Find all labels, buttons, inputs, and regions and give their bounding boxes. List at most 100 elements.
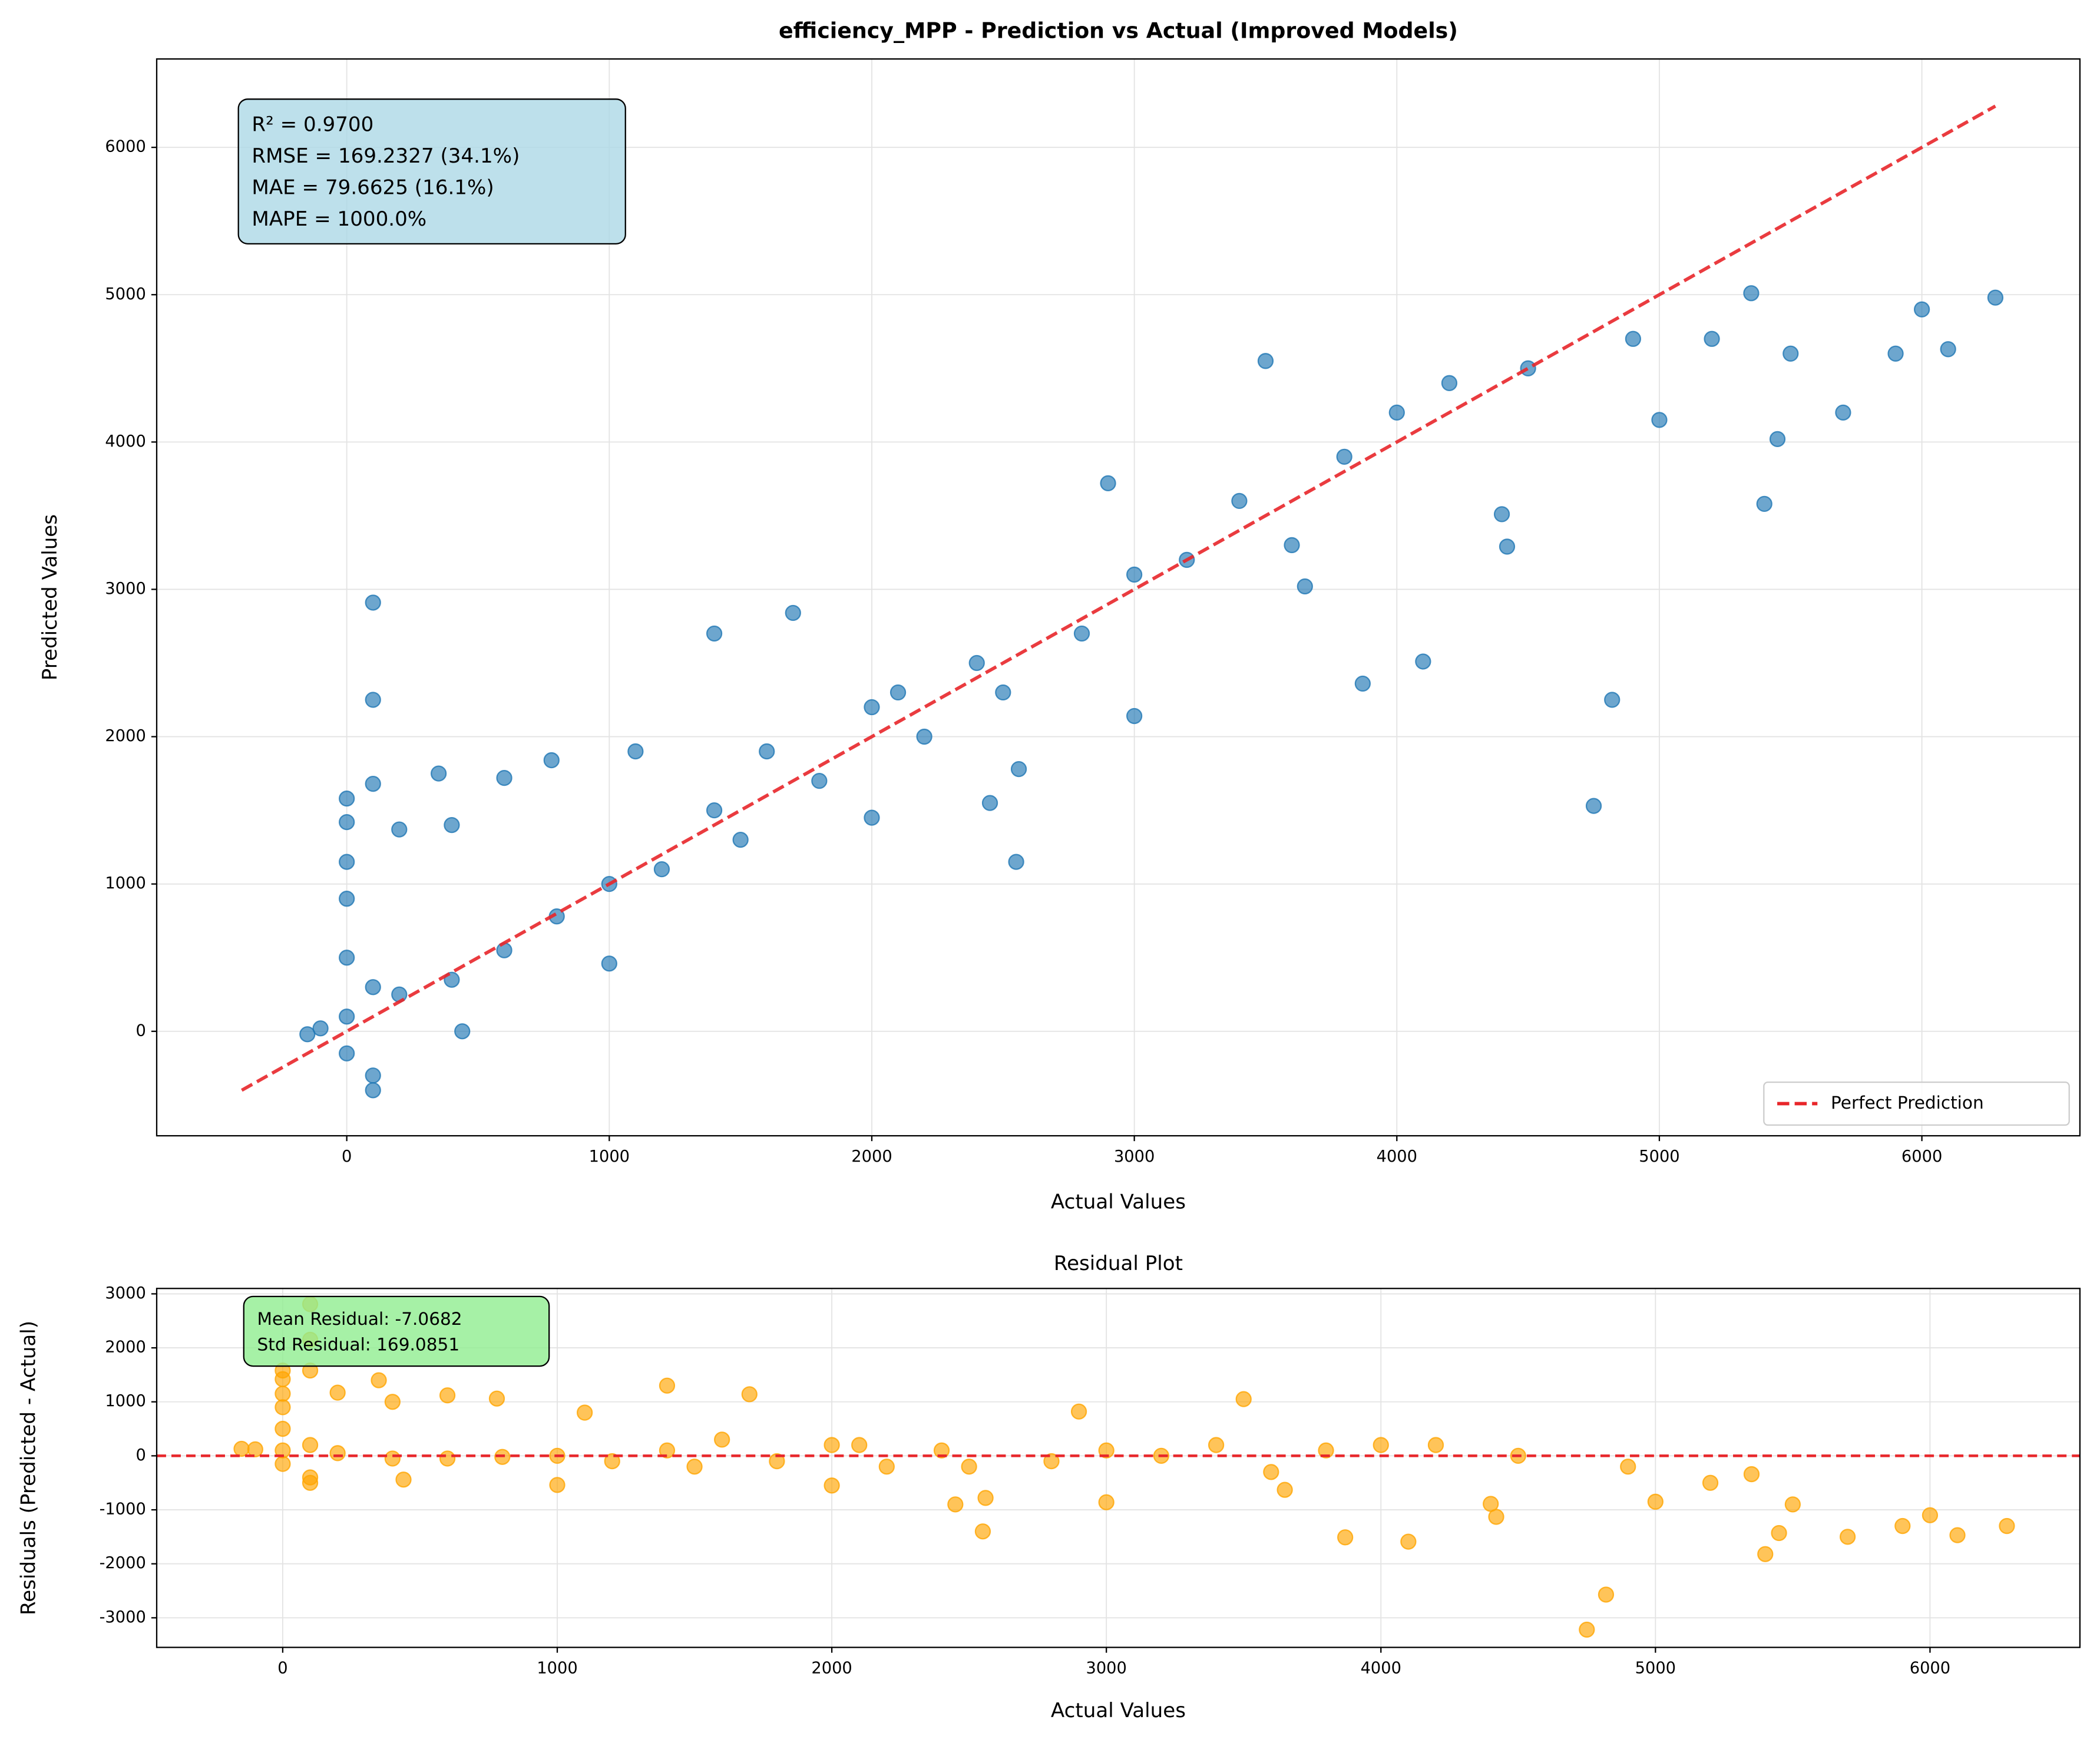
point	[759, 743, 775, 760]
points	[299, 285, 2004, 1099]
point	[1318, 1442, 1334, 1459]
point	[785, 604, 801, 621]
y-tick-label: 1000	[105, 1392, 145, 1410]
point	[1043, 1453, 1060, 1470]
x-tick-label: 1000	[589, 1148, 630, 1166]
point	[1894, 1517, 1911, 1535]
point	[1427, 1437, 1444, 1453]
point	[312, 1020, 329, 1037]
point	[1126, 566, 1143, 583]
point	[1704, 330, 1720, 347]
point	[714, 1431, 730, 1448]
point	[1887, 345, 1904, 362]
point	[395, 1471, 412, 1488]
point	[1782, 345, 1799, 362]
point	[496, 942, 512, 958]
point	[275, 1371, 291, 1387]
x-tick-label: 5000	[1639, 1148, 1679, 1166]
point	[1651, 412, 1668, 428]
stats-text: Std Residual: 169.0851	[257, 1334, 460, 1354]
point	[365, 594, 381, 611]
point	[1702, 1474, 1719, 1491]
x-tick-label: 6000	[1901, 1148, 1942, 1166]
point	[1757, 1546, 1774, 1562]
point	[1073, 625, 1090, 642]
point	[247, 1441, 263, 1458]
y-tick-label: 1000	[105, 874, 145, 892]
point	[627, 743, 644, 760]
point	[824, 1437, 840, 1453]
point	[365, 979, 381, 996]
point	[1835, 404, 1851, 421]
point	[1441, 375, 1458, 391]
point	[1743, 1466, 1760, 1483]
point	[864, 809, 880, 826]
stats-text: MAE = 79.6625 (16.1%)	[252, 176, 494, 200]
point	[1354, 675, 1371, 692]
point	[549, 1477, 565, 1493]
point	[1620, 1459, 1636, 1475]
point	[365, 775, 381, 792]
point	[604, 1453, 620, 1470]
point	[1297, 578, 1313, 595]
y-tick-label: 4000	[105, 432, 145, 451]
point	[1585, 798, 1602, 814]
x-axis-label: Actual Values	[1051, 1190, 1186, 1213]
point	[732, 831, 749, 848]
point	[1743, 285, 1760, 302]
point	[1100, 475, 1116, 492]
point	[275, 1399, 291, 1416]
x-tick-label: 3000	[1086, 1659, 1126, 1677]
point	[1922, 1507, 1939, 1523]
x-axis-label: Actual Values	[1051, 1699, 1186, 1722]
point	[384, 1450, 401, 1467]
point	[365, 1067, 381, 1084]
point	[1208, 1437, 1225, 1453]
point	[1839, 1529, 1856, 1545]
x-tick-label: 4000	[1361, 1659, 1401, 1677]
point	[974, 1523, 991, 1540]
y-tick-label: 5000	[105, 285, 145, 303]
x-tick-label: 0	[342, 1148, 352, 1166]
point	[1400, 1533, 1417, 1550]
point	[339, 854, 355, 870]
point	[824, 1477, 840, 1494]
point	[1257, 353, 1274, 369]
point	[1008, 854, 1024, 870]
x-tick-label: 5000	[1635, 1659, 1676, 1677]
y-tick-label: 2000	[105, 727, 145, 745]
point	[1604, 692, 1621, 708]
point	[302, 1437, 319, 1453]
y-tick-label: 3000	[105, 580, 145, 598]
y-tick-label: -2000	[100, 1554, 146, 1572]
y-tick-label: 2000	[105, 1338, 145, 1357]
y-tick-label: 0	[135, 1021, 145, 1040]
point	[1070, 1403, 1087, 1420]
stats-text: Mean Residual: -7.0682	[257, 1309, 462, 1329]
y-axis-label: Residuals (Predicted - Actual)	[17, 1321, 41, 1615]
legend-label: Perfect Prediction	[1831, 1093, 1984, 1113]
point	[1010, 760, 1027, 778]
point	[864, 699, 880, 716]
frame	[156, 1288, 2081, 1648]
point	[1647, 1493, 1664, 1510]
stats-text: R² = 0.9700	[252, 113, 373, 137]
stats-text: RMSE = 169.2327 (34.1%)	[252, 144, 520, 168]
point	[659, 1377, 676, 1394]
point	[339, 790, 355, 807]
point	[1388, 404, 1405, 421]
point	[391, 986, 408, 1003]
x-tick-label: 3000	[1114, 1148, 1155, 1166]
point	[1784, 1496, 1801, 1513]
point	[576, 1404, 593, 1421]
y-axis-label: Predicted Values	[38, 514, 62, 680]
point	[916, 728, 932, 745]
point	[439, 1387, 456, 1404]
point	[1415, 653, 1431, 670]
point	[686, 1459, 703, 1475]
y-tick-label: -1000	[100, 1500, 146, 1519]
point	[1940, 341, 1956, 358]
point	[1336, 448, 1352, 465]
reference-line	[241, 104, 1996, 1092]
